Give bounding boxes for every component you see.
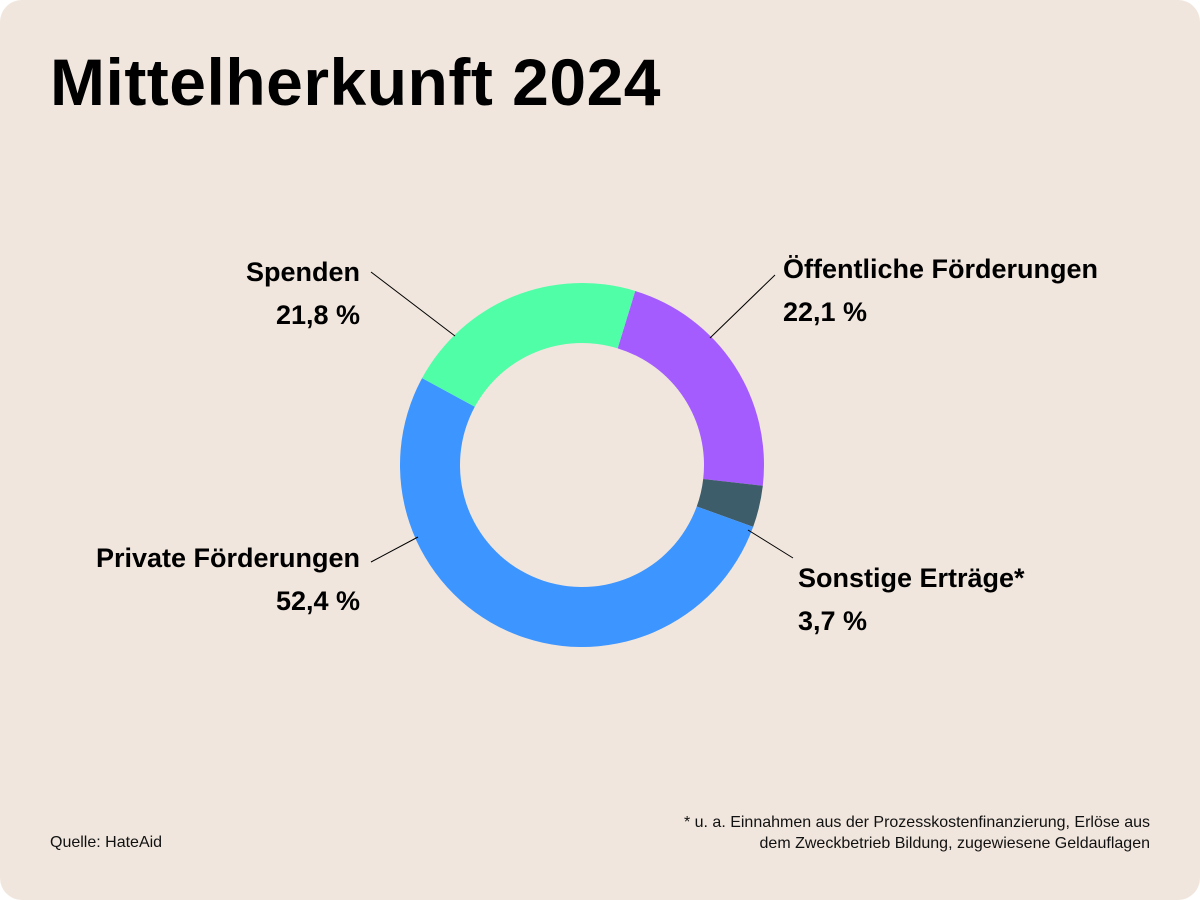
slice-value-spenden: 21,8 % [276,300,360,330]
slice-value-oeffentliche-foerderungen: 22,1 % [783,297,867,327]
donut-slice-oeffentliche-foerderungen [617,290,764,486]
slice-value-sonstige-ertraege: 3,7 % [798,606,867,636]
source-note: Quelle: HateAid [50,834,163,851]
footnote: * u. a. Einnahmen aus der Prozesskostenf… [530,812,1150,854]
donut-slice-private-foerderungen [400,378,754,647]
slice-label-spenden: Spenden [246,257,360,287]
leader-line-oeffentliche-foerderungen [709,274,776,339]
donut-slice-sonstige-ertraege [696,478,763,527]
leader-line-spenden [370,271,456,337]
page-title: Mittelherkunft 2024 [50,45,661,119]
leader-line-private-foerderungen [370,536,419,563]
slice-value-private-foerderungen: 52,4 % [276,586,360,616]
slice-label-oeffentliche-foerderungen: Öffentliche Förderungen [783,254,1098,284]
slice-label-sonstige-ertraege: Sonstige Erträge* [798,563,1025,593]
donut-slice-spenden [422,283,636,407]
slice-label-private-foerderungen: Private Förderungen [96,543,360,573]
footnote-line-1: * u. a. Einnahmen aus der Prozesskostenf… [683,814,1150,831]
footnote-line-2: dem Zweckbetrieb Bildung, zugewiesene Ge… [759,835,1150,852]
leader-line-sonstige-ertraege [747,529,794,559]
